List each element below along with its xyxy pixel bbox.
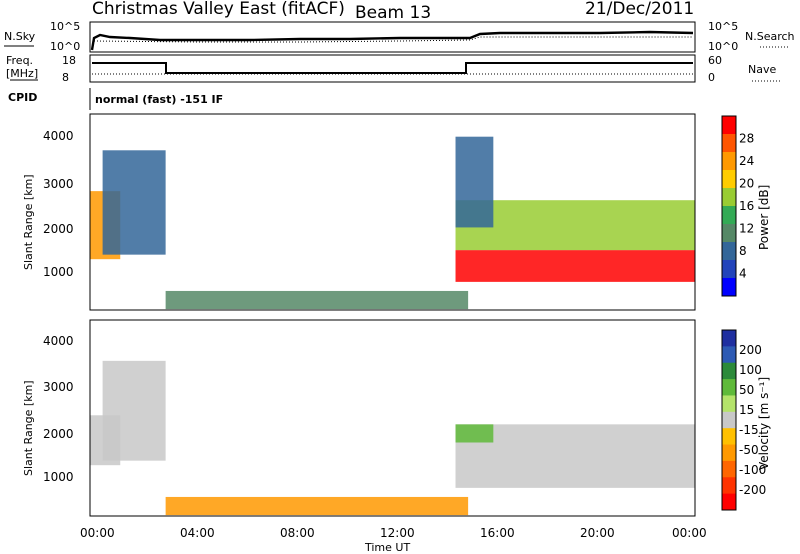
colorbar-swatch-4	[722, 188, 736, 207]
colorbar-border	[721, 329, 737, 511]
beam-label: Beam 13	[355, 3, 431, 23]
colorbar-swatch-5	[722, 206, 736, 225]
colorbar-tick-2: 20	[739, 177, 754, 191]
xtick-0000a: 00:00	[80, 526, 115, 540]
plot-title: Christmas Valley East (fitACF)	[92, 0, 345, 19]
velocity-ytick-4000: 4000	[43, 334, 74, 348]
colorbar-swatch-6	[722, 224, 736, 243]
colorbar-tick-6: 4	[739, 267, 747, 281]
nsky-trace	[90, 30, 694, 51]
velocity-frame-border	[89, 319, 696, 517]
colorbar-tick-4: -15	[739, 423, 759, 437]
heatmap-cell-1	[102, 150, 166, 255]
nsky-label: N.Sky	[4, 30, 36, 43]
freq-tick-bottom: 8	[62, 71, 69, 84]
colorbar-tick-0: 200	[739, 343, 762, 357]
colorbar-tick-3: 16	[739, 199, 754, 213]
colorbar-swatch-0	[722, 116, 736, 135]
velocity-ytick-1000: 1000	[43, 470, 74, 484]
colorbar-tick-4: 12	[739, 222, 754, 236]
xtick-1600: 16:00	[480, 526, 515, 540]
colorbar-tick-5: 8	[739, 244, 747, 258]
power-ytick-3000: 3000	[43, 177, 74, 191]
power-colorbar: 28 24 20 16 12 8 4	[721, 115, 754, 297]
heatmap-cell-1	[102, 360, 166, 461]
colorbar-swatch-10	[722, 493, 736, 511]
xtick-0400: 04:00	[180, 526, 215, 540]
xtick-2000: 20:00	[580, 526, 615, 540]
heatmap-cell-2	[165, 290, 469, 310]
heatmap-cell-3	[455, 424, 695, 488]
velocity-colorbar: 200 100 50 15 -15 -50 -100 -200	[721, 329, 766, 511]
power-ytick-4000: 4000	[43, 129, 74, 143]
power-frame-border	[89, 113, 696, 311]
colorbar-swatch-2	[722, 362, 736, 380]
xtick-1200: 12:00	[380, 526, 415, 540]
colorbar-swatch-7	[722, 444, 736, 462]
colorbar-swatch-3	[722, 170, 736, 189]
date-label: 21/Dec/2011	[585, 0, 694, 19]
colorbar-tick-2: 50	[739, 383, 754, 397]
xtick-0000b: 00:00	[672, 526, 707, 540]
colorbar-swatch-2	[722, 152, 736, 171]
velocity-ytick-2000: 2000	[43, 427, 74, 441]
xtick-0800: 08:00	[280, 526, 315, 540]
colorbar-swatch-3	[722, 379, 736, 396]
nsearch-trace	[93, 36, 693, 43]
velocity-colorbar-label: Velocity [m s⁻¹]	[757, 377, 771, 470]
colorbar-tick-1: 100	[739, 363, 762, 377]
colorbar-swatch-4	[722, 395, 736, 413]
freq-unit: [MHz]	[6, 67, 38, 80]
colorbar-swatch-9	[722, 278, 736, 297]
colorbar-swatch-5	[722, 411, 736, 429]
cpid-label: CPID	[8, 91, 37, 104]
velocity-panel: 4000 3000 2000 1000 Slant Range [km]	[22, 319, 696, 517]
colorbar-swatch-8	[722, 460, 736, 478]
colorbar-tick-7: -200	[739, 483, 766, 497]
velocity-ytick-3000: 3000	[43, 380, 74, 394]
colorbar-tick-3: 15	[739, 403, 754, 417]
colorbar-swatch-8	[722, 260, 736, 279]
colorbar-swatch-1	[722, 134, 736, 153]
power-ytick-2000: 2000	[43, 222, 74, 236]
nsky-tick-bottom: 10^0	[50, 40, 80, 53]
heatmap-cell-2	[165, 496, 469, 516]
nsearch-tick-bottom: 10^0	[708, 40, 738, 53]
freq-tick-top: 18	[62, 54, 76, 67]
power-panel: 4000 3000 2000 1000 Slant Range [km]	[22, 113, 696, 311]
power-ylabel: Slant Range [km]	[22, 174, 35, 270]
freq-panel	[89, 54, 696, 83]
colorbar-border	[721, 115, 737, 297]
power-ytick-1000: 1000	[43, 265, 74, 279]
velocity-cells	[90, 360, 695, 516]
heatmap-cell-3	[455, 250, 695, 282]
power-colorbar-label: Power [dB]	[757, 185, 771, 250]
colorbar-swatch-1	[722, 346, 736, 364]
nave-tick-bottom: 0	[708, 71, 715, 84]
nsearch-tick-top: 10^5	[708, 20, 738, 33]
heatmap-cell-4	[455, 200, 695, 251]
nave-label: Nave	[748, 63, 776, 76]
colorbar-swatch-9	[722, 477, 736, 495]
freq-trace	[92, 62, 693, 74]
colorbar-swatch-0	[722, 330, 736, 347]
colorbar-swatch-6	[722, 428, 736, 446]
colorbar-tick-0: 28	[739, 132, 754, 146]
nave-tick-top: 60	[708, 54, 722, 67]
heatmap-cell-4	[455, 424, 494, 443]
nsky-tick-top: 10^5	[50, 20, 80, 33]
colorbar-tick-6: -100	[739, 463, 766, 477]
heatmap-cell-5	[455, 136, 494, 228]
xlabel: Time UT	[364, 541, 410, 554]
cpid-text: normal (fast) -151 IF	[95, 93, 223, 106]
colorbar-tick-5: -50	[739, 443, 759, 457]
nsearch-label: N.Search	[745, 30, 795, 43]
power-cells	[90, 136, 695, 310]
noise-panel	[89, 21, 696, 53]
velocity-ylabel: Slant Range [km]	[22, 380, 35, 476]
colorbar-swatch-7	[722, 242, 736, 261]
colorbar-tick-1: 24	[739, 154, 754, 168]
freq-label: Freq.	[6, 54, 33, 67]
